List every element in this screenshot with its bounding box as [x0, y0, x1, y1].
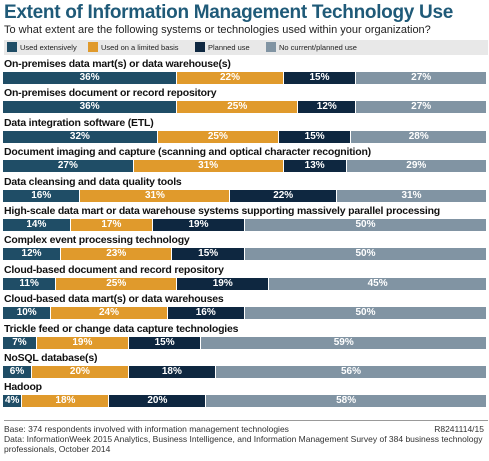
- stacked-bar: 16% 31% 22% 31%: [3, 189, 487, 202]
- legend-swatch: [195, 42, 205, 52]
- bar-segment: 29%: [346, 160, 486, 173]
- bar-segment: 22%: [177, 72, 283, 84]
- bar-segment: 15%: [283, 72, 356, 84]
- bar-segment: 31%: [133, 160, 283, 173]
- bar-segment: 22%: [230, 189, 336, 202]
- bar-segment: 36%: [3, 101, 177, 114]
- stacked-bar: 7% 19% 15% 59%: [3, 336, 487, 349]
- bar-segment: 25%: [177, 101, 298, 114]
- bar-segment: 14%: [3, 219, 70, 231]
- category-label: On-premises document or record repositor…: [4, 87, 217, 100]
- bar-segment: 56%: [215, 366, 486, 378]
- legend-swatch: [88, 42, 98, 52]
- bar-segment: 28%: [351, 130, 486, 143]
- stacked-bar: 32% 25% 15% 28%: [3, 130, 487, 143]
- bar-segment: 36%: [3, 72, 177, 84]
- category-label: High-scale data mart or data warehouse s…: [4, 205, 441, 217]
- chart-subtitle: To what extent are the following systems…: [4, 24, 431, 36]
- bar-segment: 20%: [32, 366, 128, 378]
- category-label: Trickle feed or change data capture tech…: [4, 322, 239, 335]
- bar-segment: 16%: [167, 307, 244, 320]
- bar-segment: 19%: [36, 336, 128, 349]
- category-label: Cloud-based data mart(s) or data warehou…: [4, 293, 224, 306]
- stacked-bar: 12% 23% 15% 50%: [3, 248, 487, 261]
- category-label: Complex event processing technology: [4, 234, 190, 247]
- category-label: Hadoop: [4, 381, 42, 394]
- bar-segment: 6%: [3, 366, 32, 378]
- bar-segment: 18%: [128, 366, 215, 378]
- bar-segment: 50%: [245, 219, 486, 231]
- bar-segment: 12%: [298, 101, 356, 114]
- category-label: Document imaging and capture (scanning a…: [4, 146, 371, 159]
- stacked-bar: 4% 18% 20% 58%: [3, 395, 487, 408]
- bar-segment: 20%: [109, 395, 206, 408]
- stacked-bar: 14% 17% 19% 50%: [3, 219, 487, 231]
- bar-segment: 31%: [80, 189, 230, 202]
- legend-label: No current/planned use: [279, 43, 357, 52]
- legend-label: Planned use: [208, 43, 250, 52]
- footer: Base: 374 respondents involved with info…: [4, 420, 488, 454]
- bar-segment: 27%: [356, 72, 486, 84]
- stacked-bar: 6% 20% 18% 56%: [3, 366, 487, 378]
- bar-segment: 25%: [157, 130, 278, 143]
- legend-swatch: [7, 42, 17, 52]
- report-code: R8241114/15: [434, 424, 484, 434]
- bar-segment: 15%: [172, 248, 244, 261]
- bar-segment: 58%: [206, 395, 486, 408]
- bar-segment: 12%: [3, 248, 61, 261]
- bar-segment: 19%: [153, 219, 244, 231]
- legend-label: Used extensively: [20, 43, 77, 52]
- bar-segment: 16%: [3, 189, 80, 202]
- bar-segment: 27%: [3, 160, 133, 173]
- bar-segment: 50%: [245, 248, 486, 261]
- bar-segment: 50%: [245, 307, 486, 320]
- bar-segment: 18%: [22, 395, 109, 408]
- bar-segment: 15%: [128, 336, 201, 349]
- bar-segment: 15%: [278, 130, 351, 143]
- legend-label: Used on a limited basis: [101, 43, 179, 52]
- category-label: Cloud-based document and record reposito…: [4, 263, 224, 276]
- category-label: Data cleansing and data quality tools: [4, 175, 182, 188]
- bar-segment: 31%: [336, 189, 486, 202]
- bar-segment: 13%: [283, 160, 346, 173]
- bar-segment: 27%: [356, 101, 486, 114]
- legend-swatch: [266, 42, 276, 52]
- bar-segment: 7%: [3, 336, 36, 349]
- category-label: NoSQL database(s): [4, 352, 98, 364]
- footer-base: Base: 374 respondents involved with info…: [4, 424, 289, 434]
- bar-segment: 45%: [269, 277, 486, 290]
- category-label: Data integration software (ETL): [4, 116, 154, 129]
- bar-segment: 4%: [3, 395, 22, 408]
- stacked-bar: 27% 31% 13% 29%: [3, 160, 487, 173]
- stacked-bar: 11% 25% 19% 45%: [3, 277, 487, 290]
- bar-segment: 17%: [70, 219, 153, 231]
- bar-segment: 25%: [56, 277, 177, 290]
- bar-segment: 10%: [3, 307, 51, 320]
- stacked-bar: 36% 22% 15% 27%: [3, 72, 487, 84]
- bar-segment: 24%: [51, 307, 167, 320]
- stacked-bar: 36% 25% 12% 27%: [3, 101, 487, 114]
- footer-data: Data: InformationWeek 2015 Analytics, Bu…: [4, 434, 483, 444]
- footer-data-2: professionals, October 2014: [4, 444, 111, 454]
- bar-segment: 59%: [201, 336, 486, 349]
- legend: Used extensively Used on a limited basis P…: [4, 40, 488, 55]
- bar-segment: 19%: [177, 277, 269, 290]
- chart-title: Extent of Information Management Technol…: [4, 2, 453, 23]
- category-label: On-premises data mart(s) or data warehou…: [4, 58, 231, 70]
- bar-segment: 11%: [3, 277, 56, 290]
- bar-segment: 32%: [3, 130, 157, 143]
- stacked-bar: 10% 24% 16% 50%: [3, 307, 487, 320]
- bar-segment: 23%: [61, 248, 172, 261]
